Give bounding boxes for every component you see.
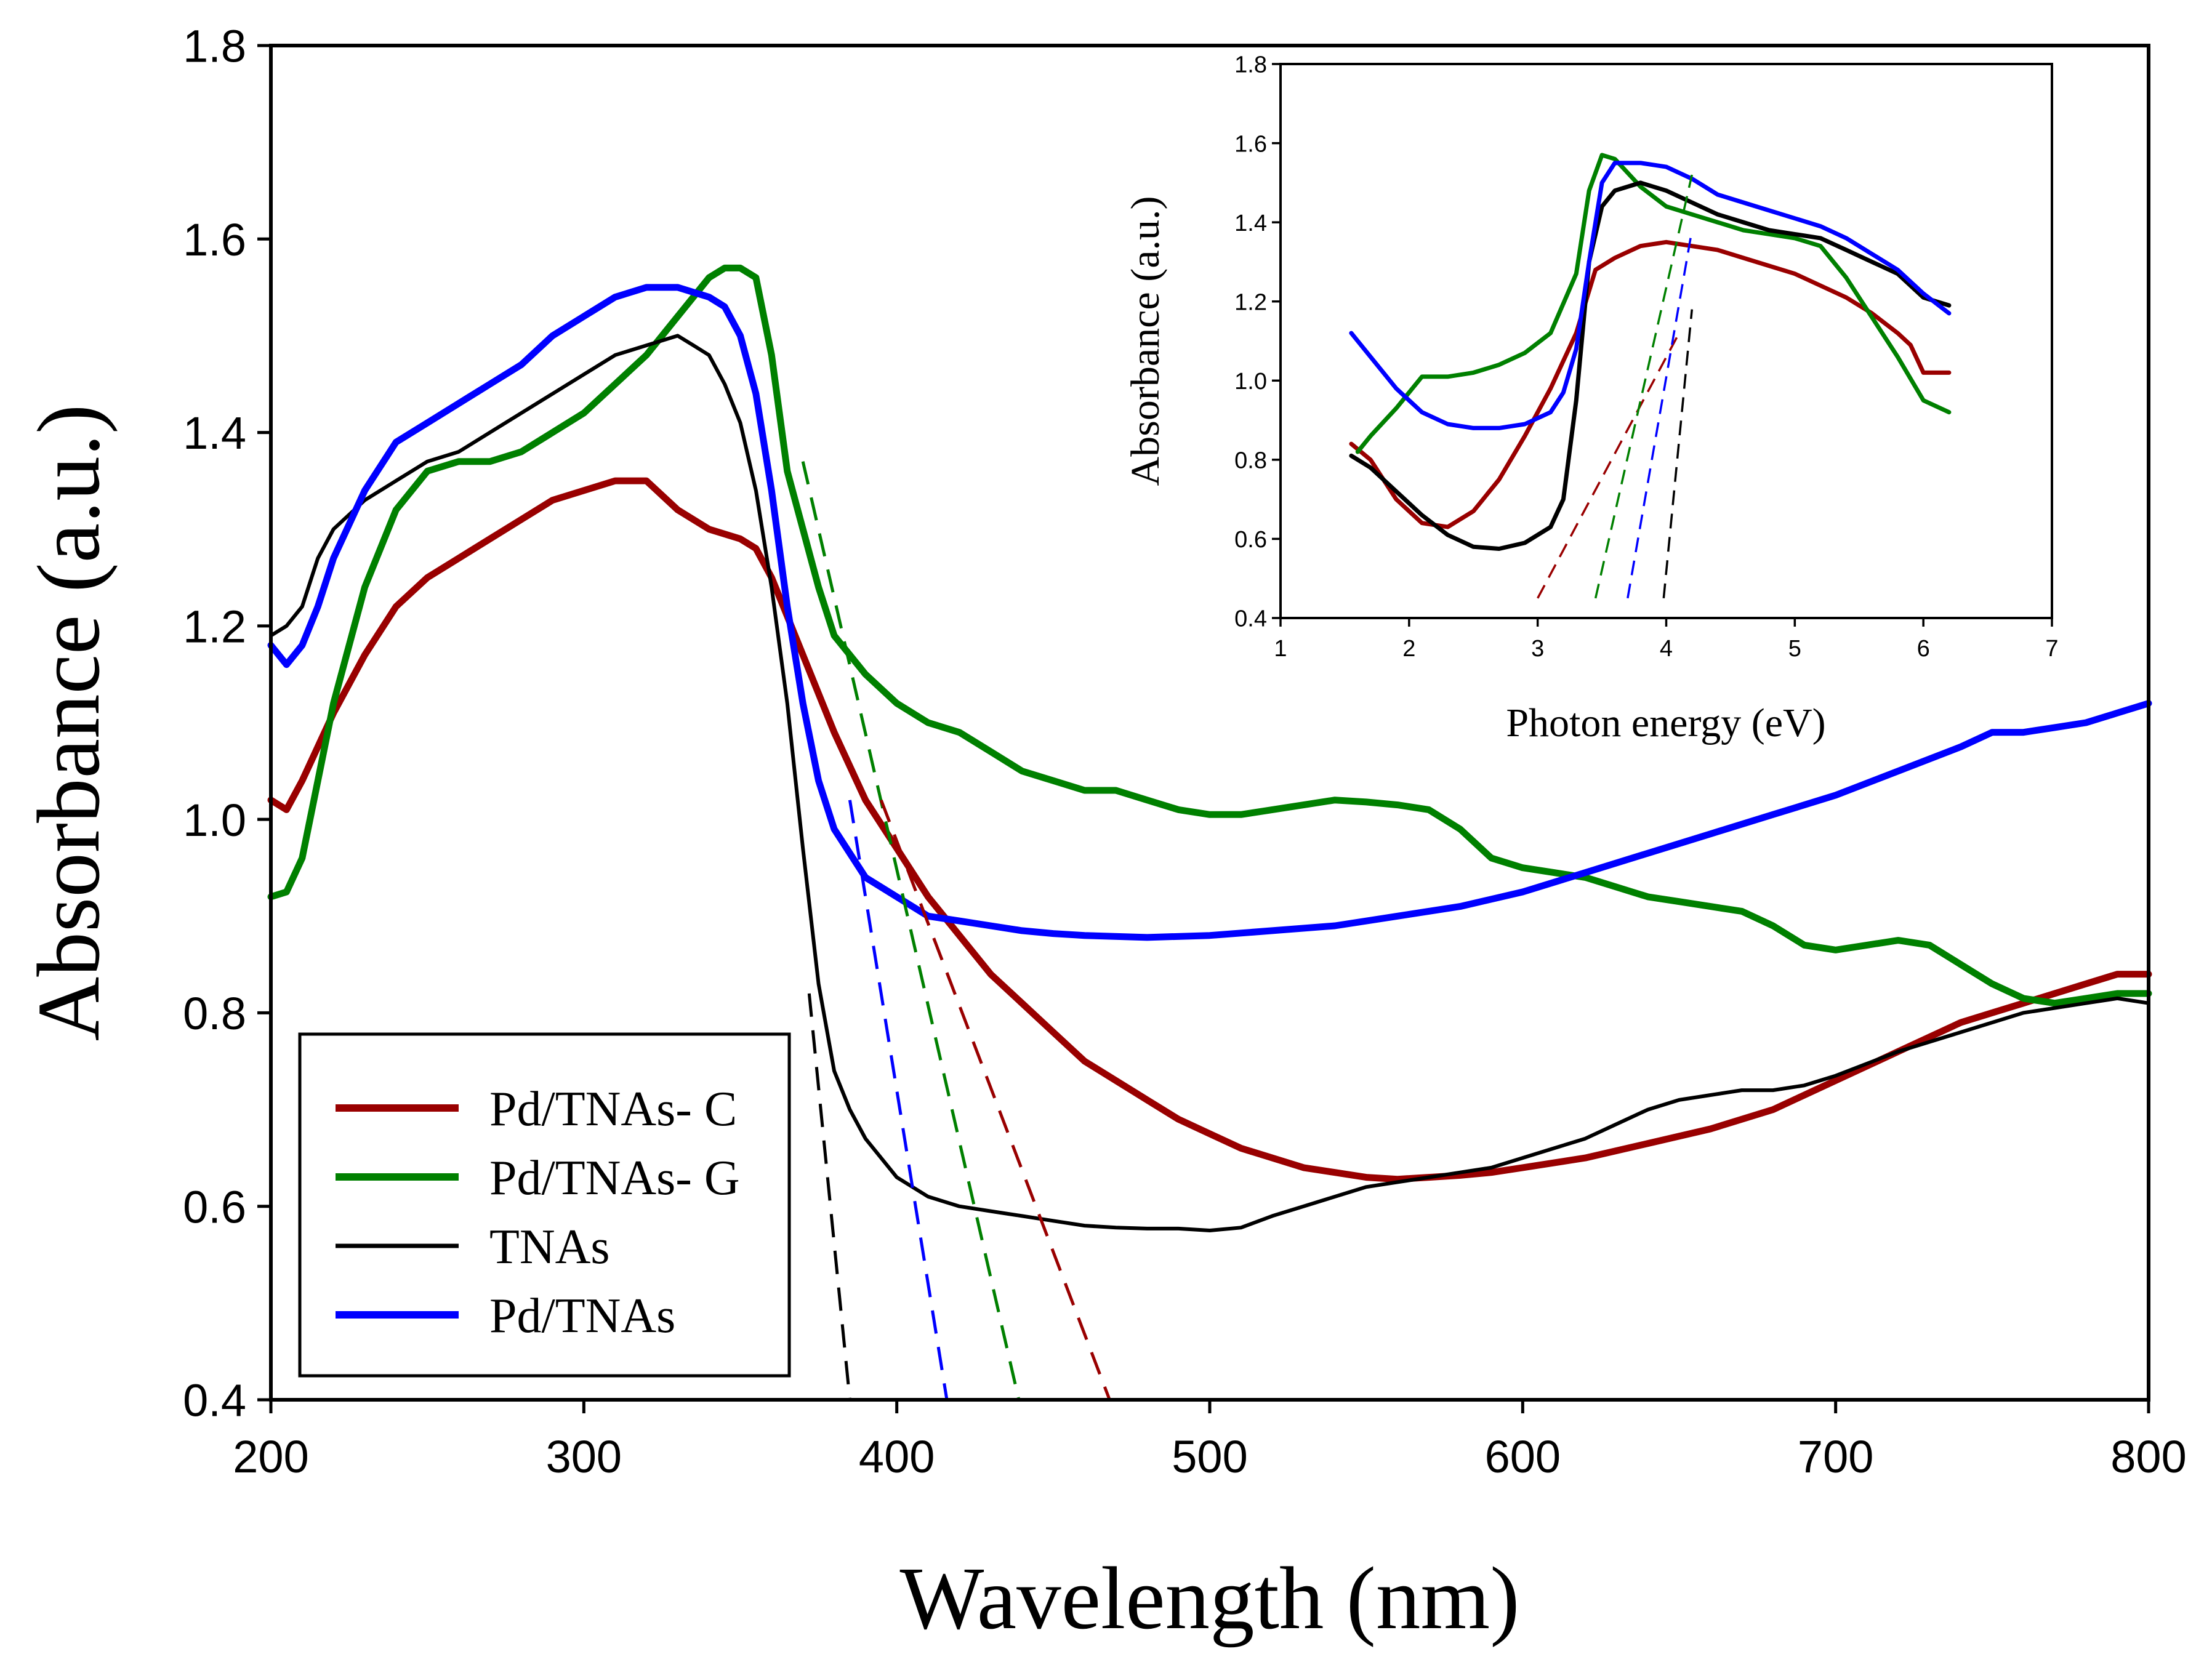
inset-series-line-pd-tnas-c	[1349, 239, 1952, 529]
inset-tangent-lines	[1537, 174, 1694, 599]
main-series-line-pd-tnas	[267, 284, 2152, 941]
inset-y-tick-label: 0.4	[1234, 606, 1267, 632]
main-series-line-tnas	[269, 334, 2150, 1232]
inset-x-tick-label: 4	[1660, 636, 1673, 662]
main-x-axis-label: Wavelength (nm)	[900, 1549, 1520, 1648]
inset-x-tick-label: 2	[1402, 636, 1415, 662]
inset-x-tick-label: 6	[1917, 636, 1930, 662]
main-x-tick-label: 800	[2110, 1431, 2186, 1482]
main-y-ticks: 0.4 0.6 0.8 1.0 1.2 1.4 1.6 1.8	[183, 21, 271, 1426]
inset-tangent-pd-tnas-g-tangent	[1594, 174, 1693, 599]
inset-background	[1281, 64, 2052, 618]
main-tangent-tnas-tangent	[807, 993, 851, 1400]
inset-x-tick-label: 5	[1788, 636, 1801, 662]
main-series-group	[267, 264, 2152, 1232]
inset-x-tick-label: 1	[1274, 636, 1287, 662]
inset-y-tick-label: 1.4	[1234, 211, 1267, 236]
legend-entry-pd-tnas: Pd/TNAs	[336, 1289, 675, 1343]
main-x-tick-label: 600	[1485, 1431, 1561, 1482]
main-x-ticks: 200 300 400 500 600 700 800	[233, 1400, 2187, 1482]
inset-y-tick-label: 1.8	[1234, 52, 1267, 78]
main-y-tick-label: 1.0	[183, 795, 246, 846]
main-y-tick-label: 1.2	[183, 601, 246, 652]
main-x-tick-label: 700	[1798, 1431, 1873, 1482]
main-y-tick-label: 0.4	[183, 1375, 246, 1426]
inset-tangent-tnas-tangent	[1662, 309, 1694, 599]
inset-x-tick-label: 7	[2045, 636, 2058, 662]
inset-plot: 1 2 3 4 5 6 7 0.4 0.6 0.8 1.0 1.2 1.4 1.6 1.8 Photon …	[1123, 52, 2059, 745]
main-x-tick-label: 400	[859, 1431, 935, 1482]
main-series-line-pd-tnas-c	[267, 477, 2152, 1183]
main-x-tick-label: 500	[1172, 1431, 1247, 1482]
main-tangent-pd-tnas-g-tangent	[801, 461, 1021, 1400]
legend-label: Pd/TNAs- C	[489, 1082, 737, 1136]
legend-entry-pd-tnas-g: Pd/TNAs- G	[336, 1151, 740, 1205]
inset-y-axis-label: Absorbance (a.u.)	[1123, 196, 1168, 486]
legend-entry-tnas: TNAs	[336, 1220, 610, 1274]
inset-tangent-pd-tnas-c-tangent	[1537, 332, 1680, 599]
main-y-axis-label: Absorbance (a.u.)	[20, 404, 118, 1042]
legend-label: Pd/TNAs	[489, 1289, 675, 1343]
main-y-tick-label: 0.8	[183, 988, 246, 1039]
main-tangent-pd-tnas-c-tangent	[879, 799, 1111, 1400]
legend-label: Pd/TNAs- G	[489, 1151, 740, 1205]
inset-y-ticks: 0.4 0.6 0.8 1.0 1.2 1.4 1.6 1.8	[1234, 52, 1281, 632]
main-x-tick-label: 200	[233, 1431, 308, 1482]
main-tangent-lines	[801, 461, 1111, 1400]
legend-entry-pd-tnas-c: Pd/TNAs- C	[336, 1082, 737, 1136]
inset-y-tick-label: 1.2	[1234, 289, 1267, 315]
inset-series-line-tnas	[1349, 180, 1952, 551]
main-y-tick-label: 0.6	[183, 1181, 246, 1232]
legend-box	[298, 1032, 791, 1378]
inset-x-tick-label: 3	[1531, 636, 1544, 662]
main-y-tick-label: 1.4	[183, 407, 246, 459]
legend: Pd/TNAs- C Pd/TNAs- G TNAs Pd/TNAs	[298, 1032, 791, 1378]
inset-series-group	[1349, 153, 1952, 551]
legend-label: TNAs	[489, 1220, 610, 1274]
inset-y-tick-label: 1.6	[1234, 131, 1267, 157]
inset-tangent-pd-tnas-tangent	[1627, 230, 1693, 599]
main-series-line-pd-tnas-g	[267, 264, 2152, 1007]
inset-series-line-pd-tnas-g	[1355, 153, 1952, 454]
main-tangent-pd-tnas-tangent	[848, 800, 949, 1400]
main-x-tick-label: 300	[546, 1431, 622, 1482]
inset-x-axis-label: Photon energy (eV)	[1506, 701, 1825, 745]
main-y-tick-label: 1.8	[183, 21, 246, 72]
inset-y-tick-label: 0.6	[1234, 527, 1267, 553]
inset-y-tick-label: 1.0	[1234, 369, 1267, 395]
main-plot: 200 300 400 500 600 700 800 0.4 0.6 0.8 1.0 1.2 1.4…	[20, 21, 2187, 1648]
main-y-tick-label: 1.6	[183, 214, 246, 265]
inset-x-ticks: 1 2 3 4 5 6 7	[1274, 618, 2059, 662]
inset-series-line-pd-tnas	[1349, 161, 1952, 430]
inset-y-tick-label: 0.8	[1234, 448, 1267, 474]
